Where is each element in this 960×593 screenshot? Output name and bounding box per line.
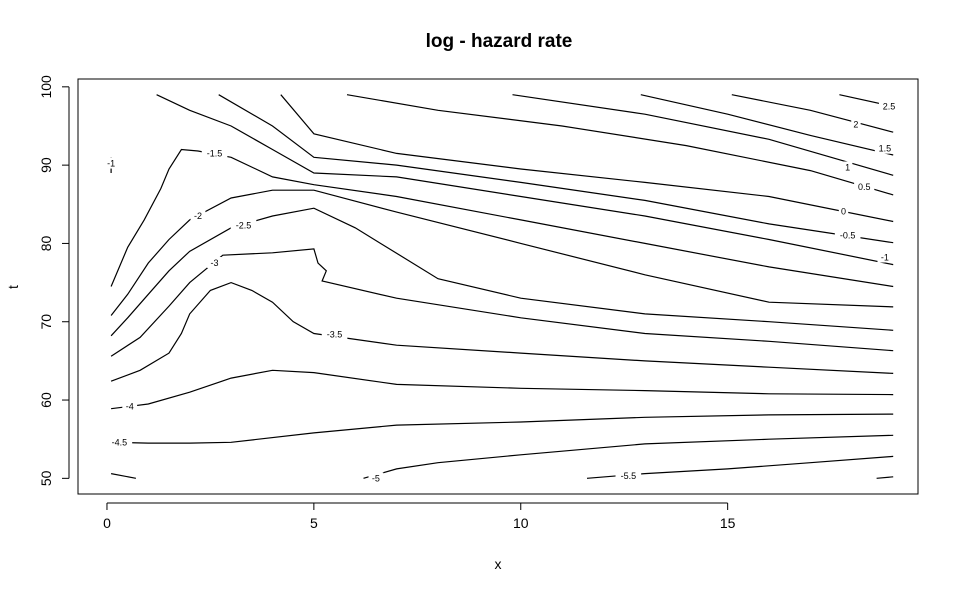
contour-line	[110, 207, 894, 337]
x-tick-label: 0	[103, 515, 111, 531]
contour-label-background	[874, 142, 895, 154]
contour-line	[218, 94, 894, 244]
x-tick-label: 10	[513, 515, 529, 531]
x-axis: 0 5 10 15	[103, 502, 736, 531]
contour-label-background	[615, 469, 642, 481]
contour-line	[346, 94, 894, 196]
contour-label-background	[878, 100, 900, 112]
contour-label-background	[190, 210, 206, 222]
chart-title: log - hazard rate	[426, 31, 573, 52]
y-tick-label: 90	[38, 157, 54, 173]
contour-label-background	[106, 436, 133, 448]
contour-label-background	[838, 205, 849, 217]
contour-label-background	[103, 157, 119, 169]
y-tick-label: 50	[38, 470, 54, 486]
contour-line	[111, 413, 894, 444]
contour-line	[111, 369, 894, 410]
contour-label-background	[834, 229, 861, 241]
contour-label-background	[851, 118, 861, 130]
contour-label: -0.5	[840, 231, 856, 241]
contour-label: -2	[194, 211, 202, 221]
contour-line	[876, 476, 894, 479]
contour-label: -5	[372, 473, 380, 483]
contour-labels: 2.5 2 1.5 1 0.5 0 -0.5 -1 -1.5 -2 -2.5 -3 -3.5 -4 -4.5…	[103, 100, 900, 484]
contour-line	[110, 189, 894, 316]
contour-label-background	[122, 400, 138, 412]
x-axis-label: x	[495, 556, 502, 572]
contour-label: -4.5	[112, 437, 128, 447]
y-tick-label: 80	[38, 235, 54, 251]
contour-label-background	[201, 147, 228, 159]
x-tick-label: 15	[720, 515, 736, 531]
contour-line	[363, 434, 894, 479]
contour-label-background	[207, 257, 222, 269]
contour-line	[110, 473, 137, 479]
plot-frame	[77, 78, 919, 495]
y-axis-label: t	[5, 285, 21, 289]
contour-line	[731, 94, 894, 133]
contour-label: -5.5	[621, 471, 637, 481]
contour-label-background	[368, 472, 384, 484]
contour-label: -3.5	[327, 329, 343, 339]
y-tick-label: 100	[38, 75, 54, 99]
contour-lines	[110, 94, 894, 479]
contour-label-background	[842, 161, 853, 173]
y-tick-label: 70	[38, 314, 54, 330]
contour-label-background	[877, 251, 893, 263]
contour-label: 1	[845, 162, 850, 172]
contour-label: 0	[841, 206, 846, 216]
y-tick-label: 60	[38, 392, 54, 408]
contour-line	[512, 94, 894, 176]
contour-label-background	[230, 219, 257, 231]
contour-label: -3	[211, 258, 219, 268]
contour-line	[110, 281, 894, 382]
contour-label: 2.5	[883, 101, 896, 111]
contour-label-background	[854, 181, 875, 193]
contour-label: -2.5	[236, 220, 252, 230]
contour-label: -1.5	[207, 148, 223, 158]
contour-label: -1	[107, 159, 115, 169]
contour-label: 0.5	[858, 182, 871, 192]
contour-label: -4	[126, 401, 134, 411]
contour-label: 2	[853, 119, 858, 129]
contour-line	[110, 248, 894, 357]
contour-line	[280, 94, 894, 223]
contour-line	[110, 148, 894, 288]
x-tick-label: 5	[310, 515, 318, 531]
contour-label: 1.5	[879, 144, 892, 154]
contour-line	[640, 94, 894, 156]
y-axis: 50 60 70 80 90 100	[38, 75, 70, 486]
contour-label-background	[321, 328, 348, 340]
contour-line	[156, 94, 894, 266]
contour-label: -1	[881, 253, 889, 263]
